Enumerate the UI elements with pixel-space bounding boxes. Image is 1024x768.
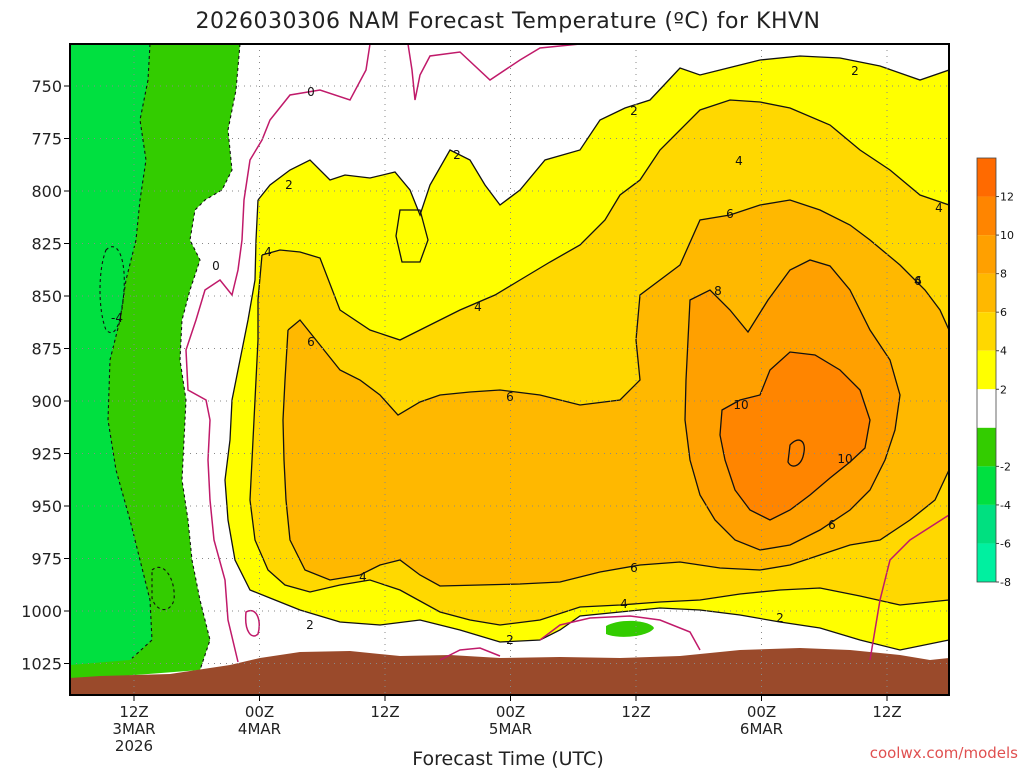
contour-label: 6 xyxy=(726,207,734,221)
contour-label: -4 xyxy=(111,311,123,325)
contour-label: 2 xyxy=(285,178,293,192)
colorbar-label: -4 xyxy=(1000,499,1011,512)
contour-label: 6 xyxy=(506,390,514,404)
colorbar-label: 12 xyxy=(1000,191,1014,204)
y-tick-label: 850 xyxy=(31,287,62,306)
negative-contours xyxy=(99,44,241,671)
contour-label: 6 xyxy=(828,518,836,532)
colorbar-label: 2 xyxy=(1000,383,1007,396)
contour-label: 4 xyxy=(359,570,367,584)
contour-label: 10 xyxy=(733,398,748,412)
x-tick-label: 2026 xyxy=(115,737,153,755)
y-tick-label: 925 xyxy=(31,445,62,464)
y-tick-label: 950 xyxy=(31,497,62,516)
colorbar-label: -6 xyxy=(1000,537,1011,550)
x-tick-label: 5MAR xyxy=(489,720,532,738)
colorbar-bin xyxy=(977,158,996,197)
colorbar: 12 10 8 6 4 2 -2 -4 -6 -8 xyxy=(976,157,1014,589)
contour-label: 4 xyxy=(264,245,272,259)
colorbar-label: -8 xyxy=(1000,576,1011,589)
x-tick-label: 3MAR xyxy=(112,720,155,738)
colder-air-region xyxy=(70,44,152,665)
x-tick-label: 00Z xyxy=(245,703,274,721)
contour-label: 4 xyxy=(935,201,943,215)
x-tick-label: 00Z xyxy=(496,703,525,721)
contour-label: 6 xyxy=(307,335,315,349)
chart-title: 2026030306 NAM Forecast Temperature (ºC)… xyxy=(196,9,821,34)
plot-area: 002222222444444466666681010-4 xyxy=(70,44,949,695)
y-tick-label: 900 xyxy=(31,392,62,411)
contour-label: 2 xyxy=(776,611,784,625)
colorbar-bin xyxy=(977,504,996,544)
contour-label: 4 xyxy=(474,300,482,314)
contour-label: 2 xyxy=(630,104,638,118)
contour-label: 2 xyxy=(306,618,314,632)
x-axis-label: Forecast Time (UTC) xyxy=(412,748,603,768)
y-tick-label: 975 xyxy=(31,550,62,569)
colorbar-bin xyxy=(977,273,996,313)
credit-link[interactable]: coolwx.com/models xyxy=(870,744,1018,762)
y-tick-label: 750 xyxy=(31,77,62,96)
contour-label: 8 xyxy=(714,284,722,298)
colorbar-label: 4 xyxy=(1000,345,1007,358)
x-tick-label: 12Z xyxy=(621,703,650,721)
temperature-contours xyxy=(224,55,949,651)
grid-lines xyxy=(70,44,949,695)
contour-labels: 002222222444444466666681010-4 xyxy=(111,64,943,647)
colorbar-label: -2 xyxy=(1000,460,1011,473)
y-tick-label: 825 xyxy=(31,235,62,254)
contour-label: 4 xyxy=(620,597,628,611)
ground-terrain xyxy=(70,648,949,695)
y-tick-label: 800 xyxy=(31,182,62,201)
x-tick-label: 12Z xyxy=(872,703,901,721)
colorbar-label: 8 xyxy=(1000,268,1007,281)
y-tick-label: 1000 xyxy=(21,602,62,621)
colorbar-bin xyxy=(977,389,996,428)
x-tick-label: 4MAR xyxy=(238,720,281,738)
x-tick-label: 12Z xyxy=(370,703,399,721)
colorbar-bin xyxy=(977,196,996,236)
contour-label: 0 xyxy=(212,259,220,273)
colorbar-bin xyxy=(977,350,996,390)
colorbar-bin xyxy=(977,427,996,467)
freezing-line xyxy=(185,44,949,663)
colorbar-bin xyxy=(977,543,996,582)
contour-label: 2 xyxy=(851,64,859,78)
colorbar-bin xyxy=(977,466,996,505)
colorbar-bin xyxy=(977,312,996,351)
colorbar-label: 10 xyxy=(1000,229,1014,242)
contour-label: 2 xyxy=(506,633,514,647)
contour-label: 10 xyxy=(837,452,852,466)
colorbar-bin xyxy=(977,235,996,274)
x-tick-label: 12Z xyxy=(119,703,148,721)
contour-label: 6 xyxy=(914,274,922,288)
contour-label: 4 xyxy=(735,154,743,168)
cold-pocket xyxy=(606,620,654,637)
x-tick-label: 6MAR xyxy=(740,720,783,738)
contour-label: 2 xyxy=(453,148,461,162)
colorbar-label: 6 xyxy=(1000,306,1007,319)
contour-label: 4 xyxy=(914,274,922,288)
y-axis-ticks: 750 775 800 825 850 875 900 925 950 975 1000 1025 xyxy=(21,77,70,674)
plot-frame xyxy=(69,43,950,696)
contour-label: 6 xyxy=(630,561,638,575)
y-tick-label: 775 xyxy=(31,130,62,149)
contour-label: 0 xyxy=(307,85,315,99)
x-tick-label: 00Z xyxy=(747,703,776,721)
warm-region-10c xyxy=(720,352,870,520)
y-tick-label: 875 xyxy=(31,340,62,359)
y-tick-label: 1025 xyxy=(21,655,62,674)
